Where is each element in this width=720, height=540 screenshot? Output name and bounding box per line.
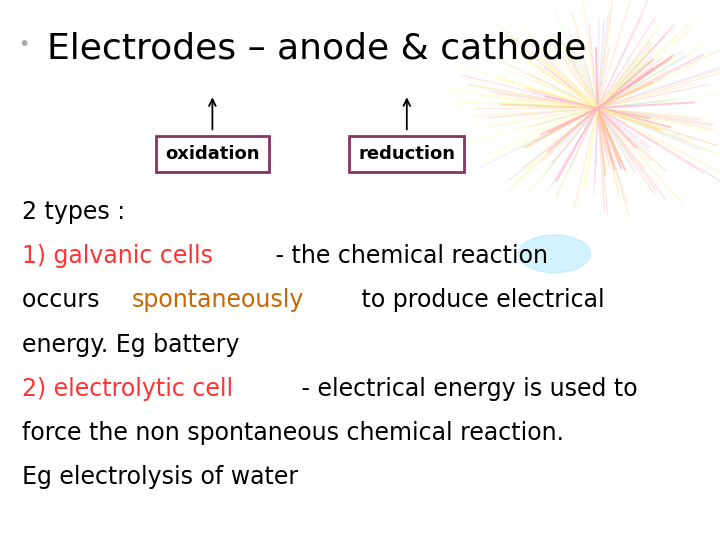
Text: reduction: reduction bbox=[359, 145, 455, 163]
Text: 2) electrolytic cell: 2) electrolytic cell bbox=[22, 377, 233, 401]
Text: 2 types :: 2 types : bbox=[22, 200, 125, 224]
Text: - the chemical reaction: - the chemical reaction bbox=[268, 244, 548, 268]
Ellipse shape bbox=[518, 235, 590, 273]
Text: Electrodes – anode & cathode: Electrodes – anode & cathode bbox=[47, 31, 586, 65]
Text: - electrical energy is used to: - electrical energy is used to bbox=[294, 377, 638, 401]
Text: oxidation: oxidation bbox=[165, 145, 260, 163]
Text: to produce electrical: to produce electrical bbox=[354, 288, 604, 312]
Text: energy. Eg battery: energy. Eg battery bbox=[22, 333, 239, 356]
Text: occurs: occurs bbox=[22, 288, 107, 312]
Text: force the non spontaneous chemical reaction.: force the non spontaneous chemical react… bbox=[22, 421, 564, 445]
Text: 1) galvanic cells: 1) galvanic cells bbox=[22, 244, 212, 268]
Text: Eg electrolysis of water: Eg electrolysis of water bbox=[22, 465, 298, 489]
Text: •: • bbox=[18, 35, 30, 54]
Text: spontaneously: spontaneously bbox=[131, 288, 304, 312]
